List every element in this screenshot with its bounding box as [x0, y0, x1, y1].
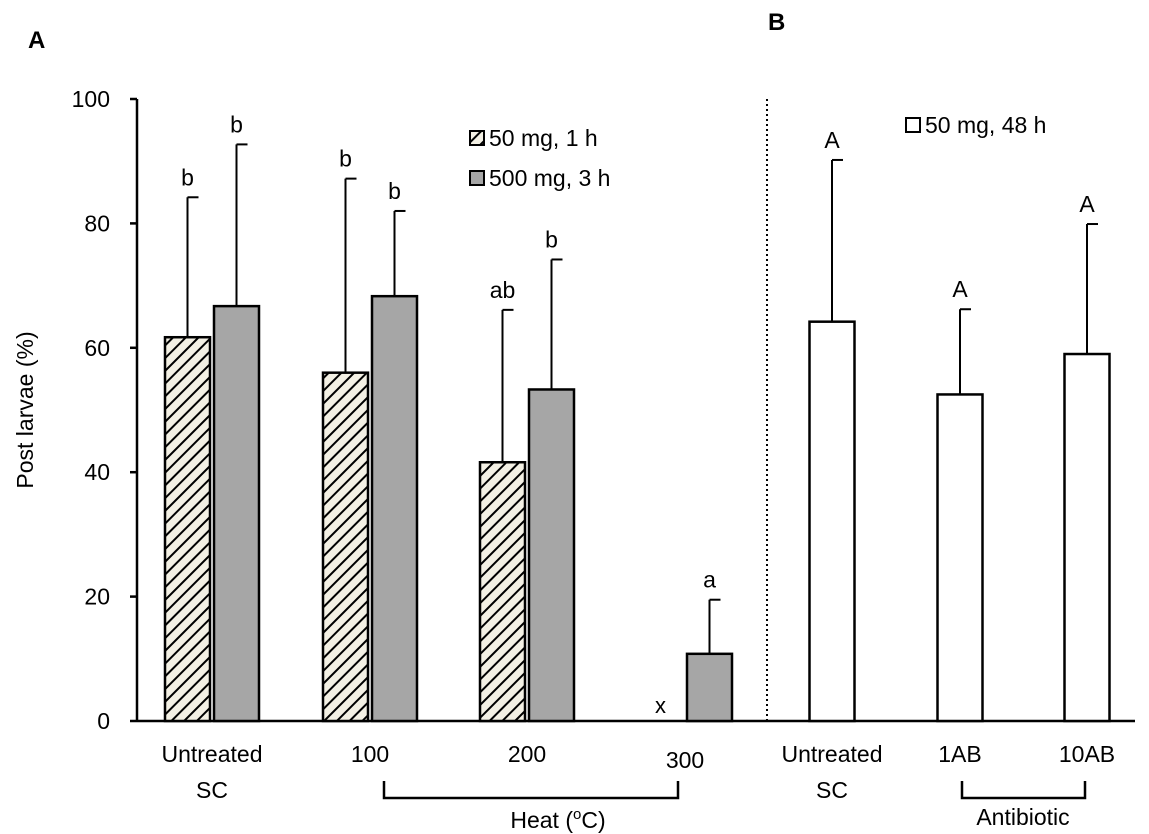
significance-letter: b [181, 164, 194, 190]
significance-letter: A [952, 276, 968, 302]
y-tick-label: 100 [72, 86, 110, 112]
y-tick-label: 80 [84, 210, 110, 236]
significance-letter: b [230, 111, 243, 137]
bar [212, 304, 261, 723]
antibiotic-bracket [960, 781, 1087, 800]
legend-label: 50 mg, 1 h [489, 125, 598, 151]
significance-letter: A [824, 127, 840, 153]
significance-letter: b [545, 226, 558, 252]
significance-letter: A [1079, 191, 1095, 217]
y-tick-label: 40 [84, 459, 110, 485]
significance-letter: b [339, 146, 352, 172]
panel-b-label: B [768, 9, 785, 36]
legend-swatch [469, 170, 485, 186]
y-axis-label: Post larvae (%) [12, 331, 38, 488]
heat-group-label: Heat (oC) [510, 806, 605, 833]
bar [685, 652, 734, 723]
x-tick-label: Untreated SC [781, 741, 882, 803]
bar [1063, 352, 1111, 723]
bar [370, 294, 419, 723]
panel-a-label: A [28, 27, 45, 54]
bar [527, 388, 576, 723]
legend-label: 50 mg, 48 h [925, 112, 1046, 138]
significance-letter: a [703, 567, 716, 593]
significance-letter: ab [490, 277, 516, 303]
y-tick-label: 0 [97, 708, 110, 734]
legend-label: 500 mg, 3 h [489, 165, 610, 191]
bar [936, 393, 984, 723]
antibiotic-group-label: Antibiotic [976, 804, 1069, 830]
bar [808, 320, 856, 723]
legend-swatch [469, 130, 485, 146]
legend-swatch [905, 117, 921, 133]
bar [321, 371, 370, 723]
x-tick-label: 300 [666, 747, 704, 773]
bar [163, 335, 212, 723]
significance-letter: b [388, 178, 401, 204]
x-tick-label: Untreated SC [161, 741, 262, 803]
x-tick-label: 10AB [1059, 741, 1115, 767]
y-tick-label: 60 [84, 335, 110, 361]
x-tick-label: 1AB [938, 741, 981, 767]
y-tick-label: 20 [84, 584, 110, 610]
x-tick-label: 100 [351, 741, 389, 767]
heat-bracket [382, 781, 680, 800]
bar [478, 460, 527, 723]
x-tick-label: 200 [508, 741, 546, 767]
significance-letter: x [655, 693, 666, 718]
